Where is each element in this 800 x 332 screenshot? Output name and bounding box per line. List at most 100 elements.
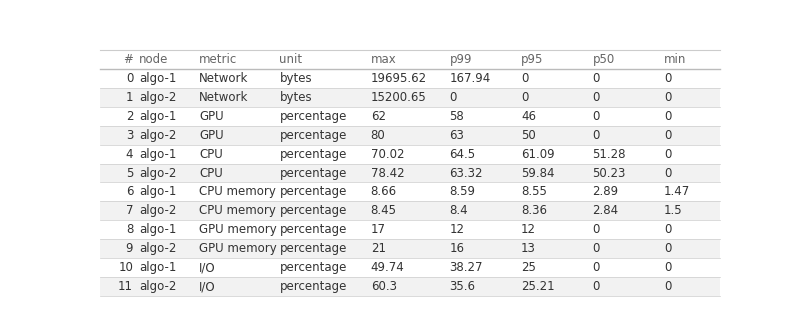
Text: bytes: bytes xyxy=(279,72,312,85)
Text: CPU memory: CPU memory xyxy=(199,186,276,199)
Text: 0: 0 xyxy=(664,91,671,104)
Text: 10: 10 xyxy=(118,261,133,274)
Text: algo-1: algo-1 xyxy=(139,186,177,199)
Text: 13: 13 xyxy=(521,242,536,255)
Bar xyxy=(100,50,720,69)
Text: 35.6: 35.6 xyxy=(450,280,475,293)
Text: p95: p95 xyxy=(521,53,543,66)
Text: GPU memory: GPU memory xyxy=(199,223,277,236)
Text: 46: 46 xyxy=(521,110,536,123)
Text: percentage: percentage xyxy=(279,186,347,199)
Text: 63: 63 xyxy=(450,129,464,142)
Text: 0: 0 xyxy=(664,242,671,255)
Text: 50: 50 xyxy=(521,129,536,142)
Text: 2: 2 xyxy=(126,110,133,123)
Text: 70.02: 70.02 xyxy=(370,148,404,161)
Text: 8.4: 8.4 xyxy=(450,205,468,217)
Text: 16: 16 xyxy=(450,242,465,255)
Bar xyxy=(100,220,720,239)
Text: 38.27: 38.27 xyxy=(450,261,483,274)
Text: node: node xyxy=(139,53,169,66)
Text: 8.59: 8.59 xyxy=(450,186,475,199)
Text: 1.47: 1.47 xyxy=(664,186,690,199)
Text: 0: 0 xyxy=(593,129,600,142)
Text: 0: 0 xyxy=(664,167,671,180)
Text: 0: 0 xyxy=(593,242,600,255)
Text: percentage: percentage xyxy=(279,148,347,161)
Text: algo-2: algo-2 xyxy=(139,91,177,104)
Text: 0: 0 xyxy=(593,72,600,85)
Text: algo-2: algo-2 xyxy=(139,280,177,293)
Text: GPU: GPU xyxy=(199,129,224,142)
Text: 6: 6 xyxy=(126,186,133,199)
Text: 50.23: 50.23 xyxy=(593,167,626,180)
Text: 60.3: 60.3 xyxy=(370,280,397,293)
Text: 0: 0 xyxy=(664,148,671,161)
Text: CPU: CPU xyxy=(199,148,223,161)
Text: 19695.62: 19695.62 xyxy=(370,72,426,85)
Text: percentage: percentage xyxy=(279,223,347,236)
Bar xyxy=(100,239,720,258)
Bar xyxy=(100,183,720,202)
Bar xyxy=(100,126,720,145)
Text: 0: 0 xyxy=(593,91,600,104)
Text: 8.66: 8.66 xyxy=(370,186,397,199)
Text: 4: 4 xyxy=(126,148,133,161)
Bar xyxy=(100,107,720,126)
Text: 2.89: 2.89 xyxy=(593,186,618,199)
Text: 12: 12 xyxy=(521,223,536,236)
Text: 15200.65: 15200.65 xyxy=(370,91,426,104)
Text: percentage: percentage xyxy=(279,280,347,293)
Text: 0: 0 xyxy=(664,261,671,274)
Text: 49.74: 49.74 xyxy=(370,261,405,274)
Text: 0: 0 xyxy=(664,223,671,236)
Text: Network: Network xyxy=(199,72,249,85)
Text: 59.84: 59.84 xyxy=(521,167,554,180)
Text: 0: 0 xyxy=(521,72,528,85)
Text: 1.5: 1.5 xyxy=(664,205,682,217)
Text: percentage: percentage xyxy=(279,205,347,217)
Text: percentage: percentage xyxy=(279,261,347,274)
Text: 3: 3 xyxy=(126,129,133,142)
Text: algo-2: algo-2 xyxy=(139,167,177,180)
Text: #: # xyxy=(123,53,133,66)
Text: 78.42: 78.42 xyxy=(370,167,404,180)
Text: 2.84: 2.84 xyxy=(593,205,618,217)
Bar xyxy=(100,258,720,277)
Text: GPU memory: GPU memory xyxy=(199,242,277,255)
Bar xyxy=(100,202,720,220)
Text: percentage: percentage xyxy=(279,129,347,142)
Text: 17: 17 xyxy=(370,223,386,236)
Text: 25.21: 25.21 xyxy=(521,280,554,293)
Text: algo-1: algo-1 xyxy=(139,223,177,236)
Text: 7: 7 xyxy=(126,205,133,217)
Text: 0: 0 xyxy=(593,261,600,274)
Text: 58: 58 xyxy=(450,110,464,123)
Text: 62: 62 xyxy=(370,110,386,123)
Text: percentage: percentage xyxy=(279,110,347,123)
Text: min: min xyxy=(664,53,686,66)
Text: 5: 5 xyxy=(126,167,133,180)
Text: 0: 0 xyxy=(126,72,133,85)
Text: I/O: I/O xyxy=(199,261,216,274)
Text: percentage: percentage xyxy=(279,167,347,180)
Text: 80: 80 xyxy=(370,129,386,142)
Bar xyxy=(100,69,720,88)
Text: 21: 21 xyxy=(370,242,386,255)
Text: 61.09: 61.09 xyxy=(521,148,554,161)
Text: 63.32: 63.32 xyxy=(450,167,483,180)
Text: 1: 1 xyxy=(126,91,133,104)
Text: algo-1: algo-1 xyxy=(139,261,177,274)
Text: algo-1: algo-1 xyxy=(139,110,177,123)
Text: CPU memory: CPU memory xyxy=(199,205,276,217)
Text: Network: Network xyxy=(199,91,249,104)
Text: 167.94: 167.94 xyxy=(450,72,490,85)
Text: 0: 0 xyxy=(664,72,671,85)
Text: 0: 0 xyxy=(593,223,600,236)
Text: GPU: GPU xyxy=(199,110,224,123)
Text: 25: 25 xyxy=(521,261,536,274)
Text: 51.28: 51.28 xyxy=(593,148,626,161)
Text: I/O: I/O xyxy=(199,280,216,293)
Text: 0: 0 xyxy=(593,280,600,293)
Bar xyxy=(100,145,720,164)
